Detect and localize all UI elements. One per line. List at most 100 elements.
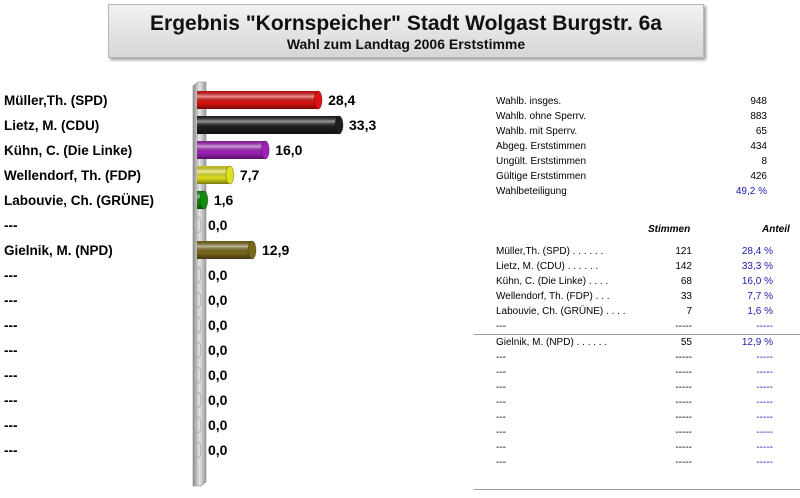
candidate-label: --- bbox=[4, 218, 18, 233]
result-anteil: 16,0 % bbox=[741, 276, 773, 287]
result-leader-dots: . . . bbox=[592, 291, 610, 302]
result-candidate: --- bbox=[496, 440, 506, 455]
result-candidate: --- bbox=[496, 380, 506, 395]
results-table: Müller,Th. (SPD) . . . . . . 121 28,4 % Lie… bbox=[474, 244, 800, 470]
result-leader-dots: . . . . bbox=[603, 306, 626, 317]
result-stimmen: 142 bbox=[675, 261, 692, 272]
result-row: Gielnik, M. (NPD) . . . . . . 55 12,9 % bbox=[474, 335, 800, 350]
result-row: --- ----- ----- bbox=[474, 440, 800, 455]
bar-row: --- 0,0 bbox=[4, 216, 228, 234]
result-leader-dots: . . . . . . bbox=[564, 261, 599, 272]
result-row: --- ----- ----- bbox=[474, 410, 800, 425]
result-candidate: Gielnik, M. (NPD) . . . . . . bbox=[496, 335, 607, 350]
result-row: Wellendorf, Th. (FDP) . . . 33 7,7 % bbox=[474, 289, 800, 304]
result-candidate: Labouvie, Ch. (GRÜNE) . . . . bbox=[496, 304, 626, 319]
result-row: Müller,Th. (SPD) . . . . . . 121 28,4 % bbox=[474, 244, 800, 259]
result-row: --- ----- ----- bbox=[474, 425, 800, 440]
result-stimmen: ----- bbox=[675, 457, 692, 468]
bar-row: Lietz, M. (CDU) 33,3 bbox=[4, 115, 376, 135]
stat-value: 948 bbox=[750, 96, 767, 107]
result-stimmen: ----- bbox=[675, 382, 692, 393]
result-stimmen: 121 bbox=[675, 246, 692, 257]
result-candidate: Müller,Th. (SPD) . . . . . . bbox=[496, 244, 603, 259]
result-candidate: Lietz, M. (CDU) . . . . . . bbox=[496, 259, 598, 274]
result-anteil: ----- bbox=[756, 427, 773, 438]
result-candidate-name: --- bbox=[496, 321, 506, 332]
stat-label: Wahlb. insges. bbox=[496, 96, 562, 107]
candidate-label: --- bbox=[4, 293, 18, 308]
result-stimmen: 55 bbox=[680, 337, 692, 348]
result-candidate-name: --- bbox=[496, 442, 506, 453]
result-candidate-name: --- bbox=[496, 412, 506, 423]
bar-empty-marker bbox=[194, 291, 202, 309]
result-candidate-name: Labouvie, Ch. (GRÜNE) bbox=[496, 306, 604, 317]
bar-empty-marker bbox=[194, 266, 202, 284]
result-row: --- ----- ----- bbox=[474, 350, 800, 365]
candidate-label: Lietz, M. (CDU) bbox=[4, 118, 99, 133]
result-anteil: ----- bbox=[756, 457, 773, 468]
result-anteil: ----- bbox=[756, 382, 773, 393]
stat-value: 65 bbox=[755, 126, 767, 137]
bar-row: --- 0,0 bbox=[4, 316, 228, 334]
title-box: Ergebnis "Kornspeicher" Stadt Wolgast Bu… bbox=[108, 4, 704, 58]
bar-empty-marker bbox=[194, 341, 202, 359]
bar-row: --- 0,0 bbox=[4, 366, 228, 384]
result-anteil: ----- bbox=[756, 352, 773, 363]
bar-row: --- 0,0 bbox=[4, 291, 228, 309]
bar-value-label: 1,6 bbox=[214, 192, 234, 208]
candidate-label: Müller,Th. (SPD) bbox=[4, 93, 108, 108]
bar-row: Wellendorf, Th. (FDP) 7,7 bbox=[4, 165, 260, 185]
result-stimmen: 7 bbox=[686, 306, 692, 317]
candidate-label: --- bbox=[4, 318, 18, 333]
result-candidate-name: --- bbox=[496, 367, 506, 378]
bar-shading bbox=[197, 91, 319, 109]
bar-value-label: 33,3 bbox=[349, 117, 376, 133]
result-candidate: Kühn, C. (Die Linke) . . . . bbox=[496, 274, 608, 289]
bar-row: Labouvie, Ch. (GRÜNE) 1,6 bbox=[4, 190, 234, 210]
result-candidate-name: --- bbox=[496, 457, 506, 468]
candidate-label: --- bbox=[4, 368, 18, 383]
turnout-value: 49,2 % bbox=[735, 186, 767, 197]
candidate-label: --- bbox=[4, 343, 18, 358]
result-candidate: --- bbox=[496, 425, 506, 440]
result-row: Kühn, C. (Die Linke) . . . . 68 16,0 % bbox=[474, 274, 800, 289]
result-anteil: 1,6 % bbox=[747, 306, 773, 317]
bar-empty-marker bbox=[194, 316, 202, 334]
result-candidate-name: --- bbox=[496, 427, 506, 438]
bar-value-label: 0,0 bbox=[208, 317, 228, 333]
result-row: Lietz, M. (CDU) . . . . . . 142 33,3 % bbox=[474, 259, 800, 274]
bar-empty-marker bbox=[194, 366, 202, 384]
stat-label: Wahlbeteiligung bbox=[496, 186, 567, 197]
result-stimmen: 33 bbox=[680, 291, 692, 302]
candidate-label: --- bbox=[4, 393, 18, 408]
result-leader-dots: . . . . . . bbox=[573, 337, 608, 348]
stat-value: 426 bbox=[750, 171, 767, 182]
bar-row: --- 0,0 bbox=[4, 266, 228, 284]
bar-value-label: 0,0 bbox=[208, 417, 228, 433]
result-anteil: 28,4 % bbox=[741, 246, 773, 257]
stat-row: Ungült. Erststimmen 8 bbox=[474, 154, 794, 169]
bar-value-label: 0,0 bbox=[208, 342, 228, 358]
candidate-label: Gielnik, M. (NPD) bbox=[4, 243, 113, 258]
bar-end-cap bbox=[247, 240, 257, 260]
bar-value-label: 0,0 bbox=[208, 392, 228, 408]
candidate-label: --- bbox=[4, 443, 18, 458]
candidate-label: --- bbox=[4, 268, 18, 283]
stat-row: Abgeg. Erststimmen 434 bbox=[474, 139, 794, 154]
bar-empty-marker bbox=[194, 391, 202, 409]
result-candidate: --- bbox=[496, 350, 506, 365]
result-candidate-name: Gielnik, M. (NPD) bbox=[496, 337, 574, 348]
bar-value-label: 16,0 bbox=[275, 142, 302, 158]
bar-empty-marker bbox=[194, 441, 202, 459]
result-row: --- ----- ----- bbox=[474, 380, 800, 395]
result-stimmen: 68 bbox=[680, 276, 692, 287]
page-title: Ergebnis "Kornspeicher" Stadt Wolgast Bu… bbox=[150, 12, 662, 35]
result-leader-dots: . . . . bbox=[586, 276, 609, 287]
result-row: --- ----- ----- bbox=[474, 319, 800, 335]
bar-shading bbox=[197, 166, 230, 184]
result-candidate: --- bbox=[496, 455, 506, 470]
result-anteil: ----- bbox=[756, 367, 773, 378]
result-leader-dots: . . . . . . bbox=[569, 246, 604, 257]
bar-value-label: 0,0 bbox=[208, 442, 228, 458]
result-anteil: ----- bbox=[756, 442, 773, 453]
